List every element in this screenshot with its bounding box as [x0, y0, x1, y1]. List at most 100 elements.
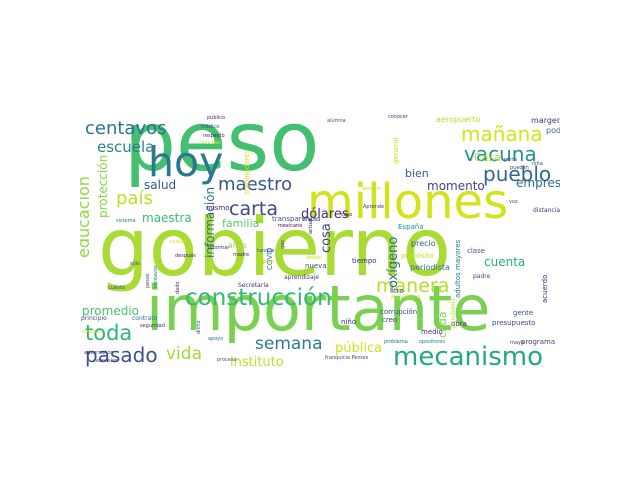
word-cloud-word: toda	[85, 321, 133, 345]
word-cloud-word: obra	[451, 320, 467, 328]
word-cloud-word: Secretaría	[238, 282, 269, 289]
word-cloud-word: médico	[201, 124, 220, 130]
word-cloud: gobierno peso importante millones hoy me…	[80, 108, 560, 372]
word-cloud-word: maestra	[142, 211, 192, 225]
word-cloud-word: actual	[308, 218, 314, 234]
word-cloud-word: pueblo	[483, 162, 552, 186]
word-cloud-word: gente	[513, 309, 534, 317]
word-cloud-word: empresa	[516, 176, 560, 190]
word-cloud-word: cuenta	[484, 255, 526, 269]
word-cloud-word: aprendizaje	[284, 274, 319, 281]
word-cloud-word: semana	[255, 334, 323, 354]
word-cloud-word: peso	[124, 108, 320, 190]
word-cloud-word: programa	[521, 338, 556, 346]
word-cloud-word: poder	[546, 126, 560, 135]
word-cloud-word: España	[398, 223, 424, 231]
word-cloud-word: instituto	[230, 355, 284, 370]
word-cloud-word: acuerdo	[541, 274, 549, 303]
word-cloud-word: creo	[382, 316, 398, 324]
word-cloud-word: pasado	[85, 343, 158, 367]
word-cloud-word: momento	[427, 179, 485, 193]
word-cloud-word: mecanismo	[393, 342, 544, 372]
word-cloud-word: millones	[307, 174, 509, 230]
word-cloud-word: país	[116, 188, 153, 209]
word-cloud-word: maestro	[218, 174, 293, 195]
word-cloud-word: precio	[411, 239, 436, 248]
word-cloud-word: importante	[146, 272, 491, 345]
word-cloud-word: sistema	[116, 218, 136, 224]
word-cloud-word: después	[175, 253, 196, 259]
word-cloud-word: años	[228, 241, 248, 250]
word-cloud-word: contrato	[132, 315, 158, 322]
word-cloud-word: centavos	[85, 118, 167, 139]
word-cloud-word: distancia	[533, 207, 560, 214]
word-cloud-word: presupuesto	[492, 319, 536, 327]
word-cloud-word: sólo	[130, 261, 141, 267]
word-cloud-word: oxígeno	[386, 236, 401, 288]
word-cloud-word: centavos	[153, 265, 159, 288]
word-cloud-word: vida	[166, 344, 202, 364]
word-cloud-word: vacuna	[464, 142, 537, 166]
word-cloud-word: niña	[532, 161, 543, 167]
word-cloud-word: enero	[303, 217, 318, 223]
word-cloud-word: mañana	[461, 122, 543, 146]
word-cloud-word: mismo	[206, 204, 230, 212]
word-cloud-word: niño	[341, 318, 357, 326]
word-cloud-word: bien	[405, 167, 429, 180]
word-cloud-word: familia	[222, 217, 260, 230]
word-cloud-word: carta	[229, 198, 278, 220]
word-cloud-word: parte	[504, 157, 518, 163]
word-cloud-word: dado	[175, 281, 181, 294]
word-cloud-word: corrupción	[380, 308, 418, 316]
word-cloud-word: alumna	[327, 118, 346, 124]
word-cloud-word: pesos	[145, 273, 151, 288]
word-cloud-word: protección	[96, 154, 110, 218]
word-cloud-word: medio	[421, 328, 443, 336]
word-cloud-word: padre	[473, 273, 491, 280]
word-cloud-word: plan	[263, 259, 274, 265]
word-cloud-word: Casa	[474, 151, 501, 164]
word-cloud-word: República	[391, 294, 421, 301]
word-cloud-word: tiempo	[352, 257, 377, 265]
word-cloud-word: principio	[81, 315, 107, 322]
word-cloud-word: gobierno	[98, 201, 452, 294]
word-cloud-word: cosa	[319, 223, 334, 253]
word-cloud-word: manera	[376, 275, 450, 297]
word-cloud-word: televisión	[94, 358, 119, 364]
word-cloud-word: escuela	[97, 138, 155, 156]
word-cloud-word: tanque	[257, 248, 275, 254]
word-cloud-word: conocer	[388, 114, 408, 120]
word-cloud-word: nueva	[305, 262, 327, 270]
word-cloud-word: pandemia	[450, 298, 457, 328]
word-cloud-word: problema	[384, 339, 408, 345]
word-cloud-word: opositores	[419, 339, 445, 345]
word-cloud-word: informar	[208, 245, 230, 251]
word-cloud-word: dólares	[301, 207, 349, 222]
word-cloud-word: franquicia Pemex	[325, 355, 369, 361]
word-cloud-word: adversarios	[84, 350, 114, 356]
word-cloud-word: alumno	[362, 186, 381, 192]
word-cloud-word: respecto	[203, 133, 225, 139]
word-cloud-word: muchas	[201, 140, 221, 146]
word-cloud-word: voz	[509, 199, 518, 205]
word-cloud-word: aeropuerto	[436, 115, 481, 124]
word-cloud-word: seguridad	[140, 323, 165, 329]
word-cloud-word: deben	[306, 255, 322, 261]
word-cloud-word: salud	[144, 178, 177, 192]
word-cloud-word: margen	[531, 116, 560, 125]
word-cloud-word: público	[207, 115, 226, 121]
word-cloud-word: pueden	[510, 165, 529, 171]
word-cloud-word: pública	[335, 341, 383, 356]
word-cloud-word: general	[392, 137, 400, 164]
word-cloud-word: transparencia	[272, 215, 321, 223]
word-cloud-word: madre	[233, 252, 250, 258]
word-cloud-word: mexicano	[278, 223, 303, 229]
word-cloud-word: avance	[82, 329, 101, 335]
word-cloud-word: proceso	[217, 357, 237, 363]
word-cloud-word: educación	[80, 176, 93, 258]
word-cloud-word: cuánto	[108, 285, 126, 291]
word-cloud-word: litro	[390, 287, 404, 295]
word-cloud-word: mayo	[510, 340, 524, 346]
word-cloud-word: ciudad	[170, 239, 187, 245]
word-cloud-word: hoy	[148, 138, 224, 186]
